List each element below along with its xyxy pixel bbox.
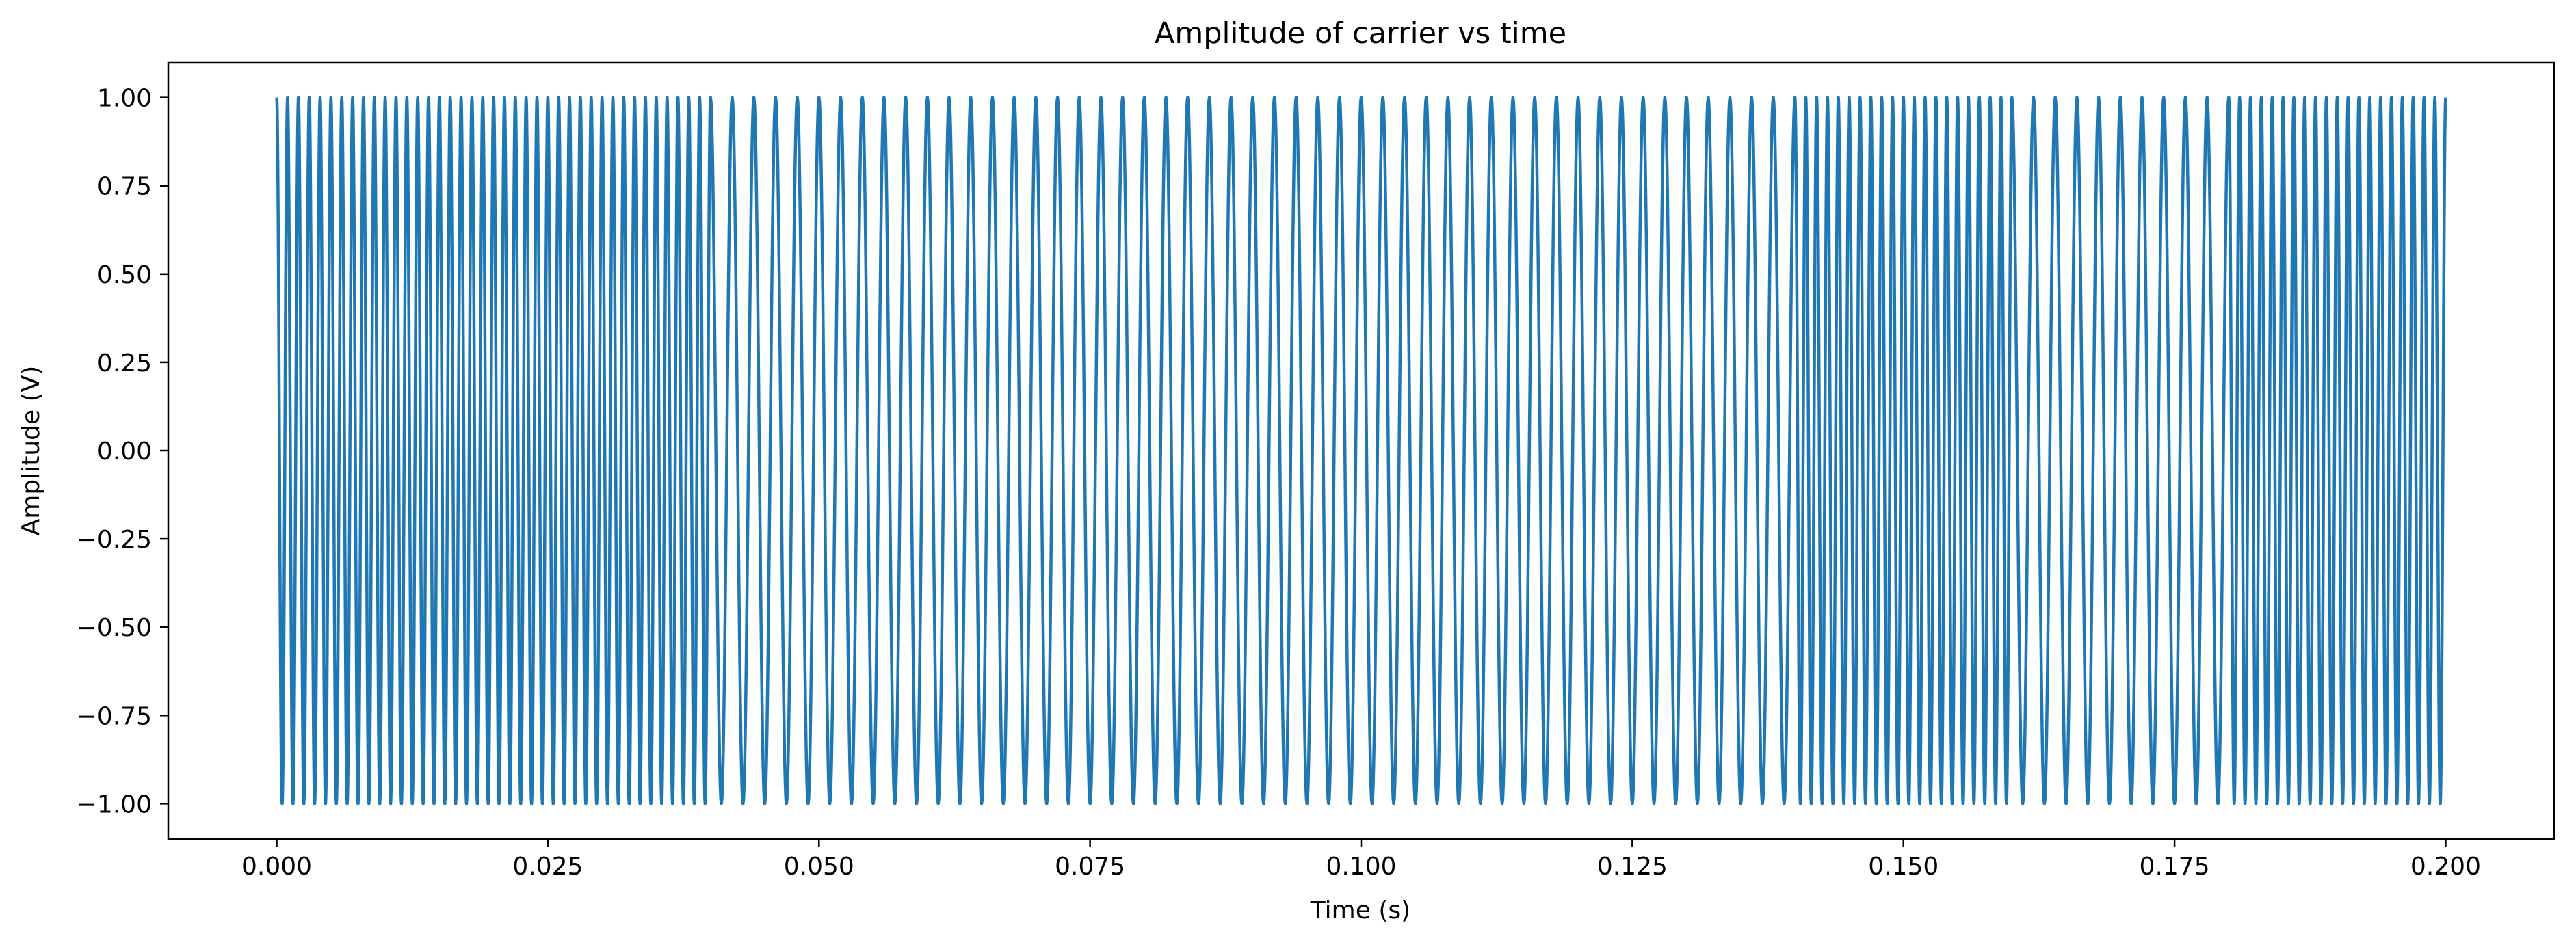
x-tick-label: 0.175 [2140,853,2210,881]
carrier-series-line [275,96,2447,805]
x-axis-label: Time (s) [1310,896,1410,924]
y-tick-label: −1.00 [77,790,152,818]
x-tick-label: 0.100 [1326,853,1396,881]
y-tick-label: −0.75 [77,702,152,730]
x-tick-label: 0.025 [512,853,583,881]
x-axis: 0.000 0.025 0.050 0.075 0.100 0.125 0.150 0.175… [241,839,2481,881]
y-tick-label: −0.50 [77,614,152,642]
y-axis: 1.00 0.75 0.50 0.25 0.00 −0.25 −0.50 −0.75 −1.00 [77,85,168,818]
y-tick-label: −0.25 [77,526,152,554]
chart-title: Amplitude of carrier vs time [1155,16,1566,51]
x-tick-label: 0.200 [2410,853,2481,881]
x-tick-label: 0.000 [241,853,312,881]
y-tick-label: 0.50 [97,261,152,289]
y-axis-label: Amplitude (V) [17,366,45,536]
y-tick-label: 1.00 [97,85,152,113]
x-tick-label: 0.125 [1597,853,1668,881]
x-tick-label: 0.075 [1055,853,1125,881]
y-tick-label: 0.25 [97,349,152,377]
x-tick-label: 0.050 [784,853,854,881]
plot-area [275,96,2447,805]
y-tick-label: 0.00 [97,438,152,466]
x-tick-label: 0.150 [1868,853,1938,881]
y-tick-label: 0.75 [97,173,152,201]
